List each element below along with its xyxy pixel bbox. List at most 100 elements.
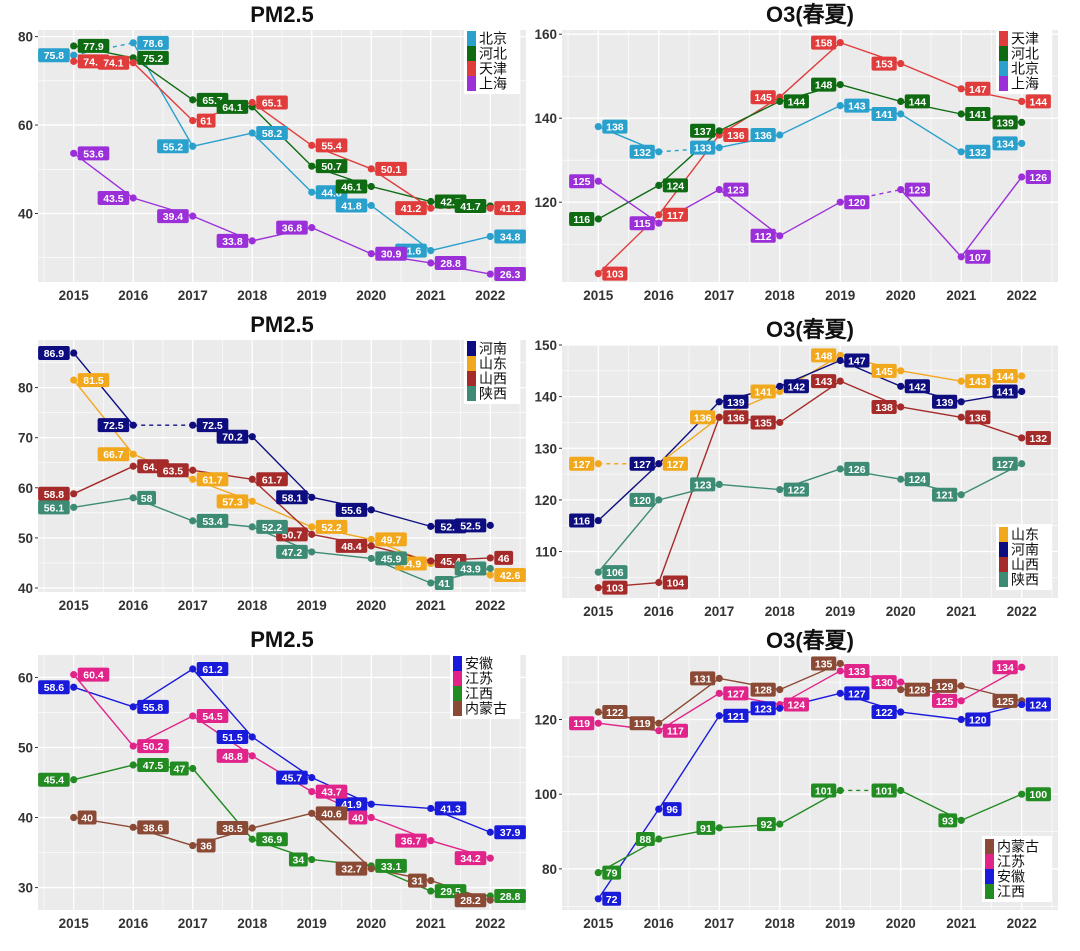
data-point[interactable] bbox=[836, 786, 844, 795]
data-point[interactable] bbox=[129, 194, 137, 202]
data-point[interactable] bbox=[776, 232, 784, 240]
data-point[interactable] bbox=[715, 712, 723, 720]
data-point[interactable] bbox=[367, 813, 375, 822]
data-point[interactable] bbox=[594, 895, 602, 903]
data-point[interactable] bbox=[715, 689, 723, 697]
data-point[interactable] bbox=[486, 521, 494, 529]
data-point[interactable] bbox=[427, 804, 435, 813]
data-point[interactable] bbox=[486, 828, 494, 836]
data-point[interactable] bbox=[957, 253, 965, 261]
data-point[interactable] bbox=[836, 198, 844, 206]
data-point[interactable] bbox=[427, 887, 435, 895]
data-point[interactable] bbox=[957, 682, 965, 690]
data-point[interactable] bbox=[248, 824, 256, 832]
data-point[interactable] bbox=[957, 413, 965, 421]
data-point[interactable] bbox=[129, 761, 137, 769]
data-point[interactable] bbox=[308, 188, 316, 196]
data-point[interactable] bbox=[308, 224, 316, 232]
data-point[interactable] bbox=[655, 219, 663, 227]
data-point[interactable] bbox=[189, 117, 197, 125]
data-point[interactable] bbox=[776, 418, 784, 427]
data-point[interactable] bbox=[308, 493, 316, 501]
data-point[interactable] bbox=[655, 727, 663, 735]
data-point[interactable] bbox=[655, 578, 663, 587]
data-point[interactable] bbox=[594, 708, 602, 716]
data-point[interactable] bbox=[129, 59, 137, 67]
data-point[interactable] bbox=[248, 733, 256, 741]
data-point[interactable] bbox=[486, 232, 494, 241]
data-point[interactable] bbox=[486, 854, 494, 862]
data-point[interactable] bbox=[427, 876, 435, 885]
data-point[interactable] bbox=[715, 413, 723, 421]
data-point[interactable] bbox=[1018, 790, 1026, 798]
data-point[interactable] bbox=[248, 752, 256, 760]
data-point[interactable] bbox=[594, 270, 602, 278]
data-point[interactable] bbox=[308, 141, 316, 149]
data-point[interactable] bbox=[189, 712, 197, 720]
data-point[interactable] bbox=[957, 715, 965, 724]
data-point[interactable] bbox=[70, 776, 78, 784]
data-point[interactable] bbox=[70, 42, 78, 50]
data-point[interactable] bbox=[1018, 139, 1026, 147]
data-point[interactable] bbox=[248, 433, 256, 441]
data-point[interactable] bbox=[655, 181, 663, 189]
data-point[interactable] bbox=[836, 39, 844, 47]
data-point[interactable] bbox=[897, 403, 905, 411]
data-point[interactable] bbox=[776, 387, 784, 396]
data-point[interactable] bbox=[836, 667, 844, 675]
data-point[interactable] bbox=[189, 421, 197, 429]
data-point[interactable] bbox=[427, 522, 435, 530]
data-point[interactable] bbox=[957, 148, 965, 156]
data-point[interactable] bbox=[1018, 118, 1026, 126]
data-point[interactable] bbox=[189, 96, 197, 104]
data-point[interactable] bbox=[1018, 700, 1026, 709]
data-point[interactable] bbox=[367, 182, 375, 191]
data-point[interactable] bbox=[308, 523, 316, 531]
data-point[interactable] bbox=[715, 186, 723, 194]
data-point[interactable] bbox=[655, 719, 663, 727]
data-point[interactable] bbox=[1018, 434, 1026, 442]
data-point[interactable] bbox=[715, 674, 723, 683]
data-point[interactable] bbox=[655, 148, 663, 156]
data-point[interactable] bbox=[308, 855, 316, 864]
data-point[interactable] bbox=[655, 211, 663, 219]
data-point[interactable] bbox=[957, 816, 965, 824]
data-point[interactable] bbox=[129, 742, 137, 750]
data-point[interactable] bbox=[367, 165, 375, 173]
data-point[interactable] bbox=[776, 686, 784, 694]
data-point[interactable] bbox=[776, 382, 784, 390]
data-point[interactable] bbox=[308, 773, 316, 782]
data-point[interactable] bbox=[836, 81, 844, 89]
data-point[interactable] bbox=[897, 686, 905, 694]
data-point[interactable] bbox=[655, 805, 663, 813]
data-point[interactable] bbox=[1018, 372, 1026, 380]
data-point[interactable] bbox=[129, 823, 137, 831]
data-point[interactable] bbox=[70, 57, 78, 65]
data-point[interactable] bbox=[715, 144, 723, 152]
data-point[interactable] bbox=[897, 367, 905, 375]
data-point[interactable] bbox=[427, 579, 435, 587]
data-point[interactable] bbox=[1018, 97, 1026, 105]
data-point[interactable] bbox=[897, 475, 905, 483]
data-point[interactable] bbox=[594, 516, 602, 525]
data-point[interactable] bbox=[308, 788, 316, 796]
data-point[interactable] bbox=[486, 571, 494, 579]
data-point[interactable] bbox=[957, 377, 965, 385]
data-point[interactable] bbox=[427, 204, 435, 212]
data-point[interactable] bbox=[129, 462, 137, 470]
data-point[interactable] bbox=[248, 98, 256, 107]
data-point[interactable] bbox=[715, 127, 723, 135]
data-point[interactable] bbox=[897, 382, 905, 390]
data-point[interactable] bbox=[248, 475, 256, 483]
data-point[interactable] bbox=[70, 376, 78, 384]
data-point[interactable] bbox=[836, 465, 844, 473]
data-point[interactable] bbox=[715, 824, 723, 832]
data-point[interactable] bbox=[427, 837, 435, 845]
data-point[interactable] bbox=[655, 460, 663, 468]
data-point[interactable] bbox=[367, 865, 375, 873]
data-point[interactable] bbox=[70, 813, 78, 822]
data-point[interactable] bbox=[367, 542, 375, 550]
data-point[interactable] bbox=[189, 466, 197, 474]
data-point[interactable] bbox=[836, 689, 844, 697]
data-point[interactable] bbox=[836, 102, 844, 110]
